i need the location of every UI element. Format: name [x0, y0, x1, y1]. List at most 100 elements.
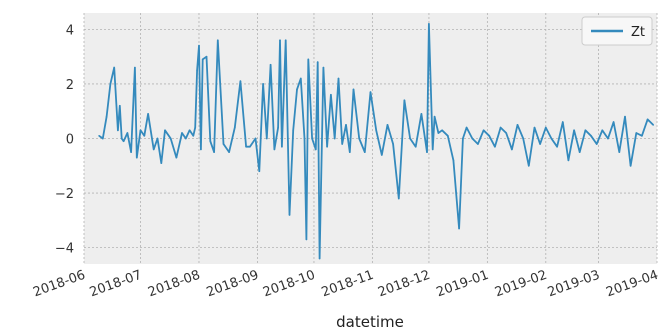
data-point: [441, 129, 443, 132]
data-point: [234, 126, 236, 129]
data-point: [522, 137, 524, 140]
data-point: [169, 137, 172, 140]
data-point: [618, 151, 621, 153]
data-point: [143, 135, 146, 137]
data-point: [305, 238, 308, 241]
data-point: [300, 77, 302, 80]
x-tick-label: 2018-11: [320, 268, 376, 301]
data-point: [403, 99, 406, 102]
data-point: [477, 143, 479, 145]
x-tick-label: 2019-04: [604, 268, 660, 301]
x-tick-label: 2018-06: [31, 268, 87, 301]
data-point: [213, 151, 215, 153]
data-point: [428, 23, 430, 25]
x-tick-label: 2018-10: [261, 268, 317, 301]
data-point: [624, 115, 626, 118]
data-point: [545, 126, 547, 129]
data-point: [120, 137, 123, 140]
data-point: [409, 137, 411, 140]
data-point: [458, 227, 460, 230]
data-point: [200, 148, 202, 151]
data-point: [601, 129, 604, 132]
data-point: [196, 69, 198, 72]
data-point: [249, 145, 251, 148]
data-point: [198, 44, 200, 47]
data-point: [258, 170, 261, 172]
data-point: [134, 66, 136, 69]
data-point: [646, 118, 649, 121]
data-point: [201, 58, 204, 61]
data-point: [292, 129, 295, 132]
data-point: [181, 132, 183, 134]
data-point: [266, 137, 268, 140]
x-tick-label: 2019-02: [493, 268, 549, 301]
data-point: [595, 143, 598, 145]
x-axis-label: datetime: [336, 313, 404, 331]
data-point: [386, 124, 389, 126]
y-tick-label: 0: [66, 133, 74, 148]
data-point: [352, 88, 355, 91]
data-point: [119, 105, 121, 107]
data-point: [392, 143, 394, 145]
data-point: [98, 135, 100, 137]
data-point: [641, 135, 643, 137]
data-point: [296, 88, 298, 91]
data-point: [465, 126, 468, 129]
data-point: [102, 137, 104, 140]
data-point: [364, 151, 366, 153]
data-point: [516, 124, 519, 126]
data-point: [437, 132, 440, 134]
y-axis-ticks: −4 −2 0 2 4: [55, 23, 74, 256]
data-point: [607, 137, 609, 140]
data-point: [217, 39, 219, 42]
y-tick-label: 2: [66, 78, 74, 93]
data-point: [160, 162, 163, 164]
data-point: [369, 91, 372, 93]
data-point: [528, 165, 530, 167]
data-point: [117, 129, 119, 132]
data-point: [139, 129, 142, 132]
data-point: [330, 94, 332, 96]
legend: Zt: [581, 16, 653, 46]
data-point: [562, 121, 564, 123]
data-point: [126, 132, 129, 134]
data-point: [578, 151, 581, 153]
data-point: [635, 132, 638, 134]
data-point: [136, 156, 138, 159]
data-point: [194, 126, 196, 129]
data-point: [318, 257, 321, 260]
data-point: [398, 197, 400, 200]
data-point: [337, 77, 340, 80]
data-point: [147, 113, 149, 115]
data-point: [471, 137, 474, 140]
data-point: [152, 148, 155, 151]
data-point: [316, 61, 319, 63]
data-point: [277, 126, 279, 129]
data-point: [307, 58, 310, 61]
x-tick-label: 2019-03: [546, 268, 602, 301]
data-point: [311, 137, 313, 140]
data-point: [288, 214, 291, 216]
data-point: [185, 137, 187, 140]
data-point: [550, 137, 553, 140]
data-point: [279, 39, 281, 42]
data-point: [482, 129, 485, 132]
data-point: [105, 115, 108, 118]
data-point: [156, 137, 159, 140]
data-point: [333, 137, 336, 140]
data-point: [426, 151, 428, 153]
data-point: [433, 115, 436, 118]
data-point: [273, 148, 276, 151]
data-point: [164, 129, 166, 132]
y-tick-label: −2: [55, 187, 74, 202]
data-point: [205, 55, 208, 58]
data-point: [494, 145, 496, 148]
y-tick-label: 4: [66, 23, 74, 38]
data-point: [239, 80, 242, 82]
data-point: [414, 145, 417, 148]
data-point: [109, 83, 112, 85]
data-point: [488, 135, 491, 137]
data-point: [326, 145, 328, 148]
data-point: [192, 135, 195, 137]
data-point: [381, 154, 383, 156]
